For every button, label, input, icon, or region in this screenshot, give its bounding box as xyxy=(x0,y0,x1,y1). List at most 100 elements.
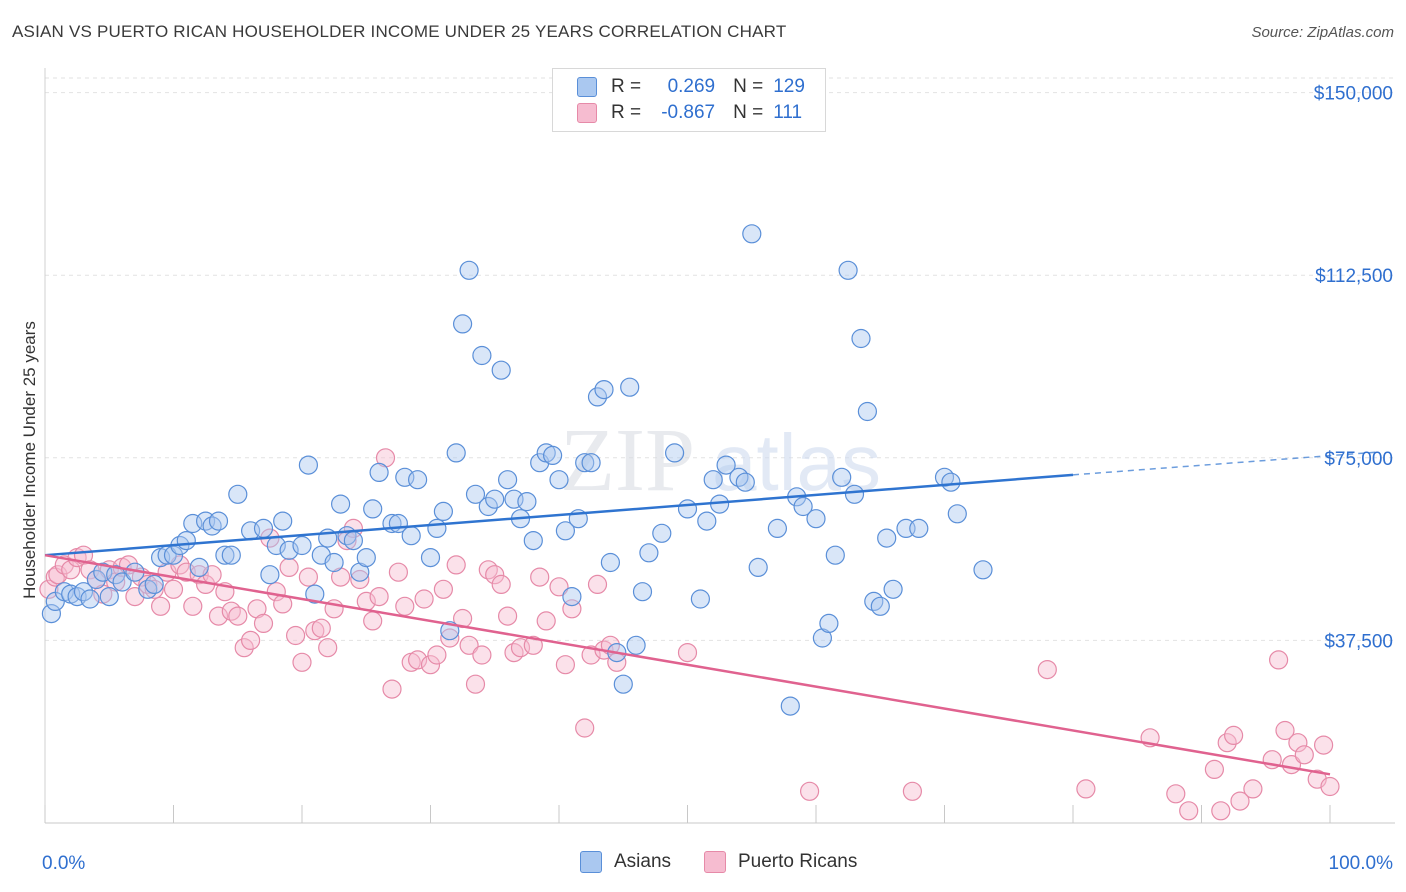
asian-point xyxy=(639,543,659,563)
puerto-rican-point xyxy=(1243,779,1263,799)
asian-point xyxy=(947,504,967,524)
y-tick-label: $75,000 xyxy=(1324,449,1393,470)
puerto-rican-point xyxy=(144,579,164,599)
r-label: R = xyxy=(611,102,642,123)
puerto-rican-point xyxy=(1223,725,1244,746)
asian-point xyxy=(870,596,890,616)
n-label: N = xyxy=(733,76,764,97)
legend-item-asians[interactable]: Asians xyxy=(580,851,671,873)
asian-point xyxy=(703,470,723,490)
puerto-ricans-legend-swatch xyxy=(704,851,726,873)
puerto-rican-point xyxy=(1294,745,1314,765)
asians-swatch xyxy=(577,77,597,97)
puerto-rican-point xyxy=(228,606,248,626)
puerto-rican-point xyxy=(498,606,518,626)
asian-point xyxy=(838,260,858,280)
asian-point xyxy=(883,579,903,599)
asian-point xyxy=(664,443,685,463)
puerto-rican-point xyxy=(151,596,171,616)
asian-point xyxy=(819,613,839,634)
asian-point xyxy=(941,472,961,492)
r-value: 0.269 xyxy=(667,76,716,97)
puerto-rican-point xyxy=(253,613,274,634)
puerto-rican-point xyxy=(587,574,608,595)
asian-point xyxy=(626,635,646,655)
puerto-rican-point xyxy=(459,635,479,655)
puerto-rican-point xyxy=(39,579,59,599)
puerto-rican-point xyxy=(504,642,524,663)
puerto-rican-point xyxy=(523,635,543,655)
legend-item-puerto-ricans[interactable]: Puerto Ricans xyxy=(704,851,857,873)
puerto-rican-point xyxy=(298,567,318,587)
x-tick-label-max: 100.0% xyxy=(1329,853,1394,874)
asian-point xyxy=(632,582,653,602)
asian-point xyxy=(735,472,755,492)
asian-point xyxy=(613,674,633,694)
asian-point xyxy=(324,552,344,573)
asian-point xyxy=(215,545,235,565)
asian-point xyxy=(498,470,518,490)
puerto-rican-point xyxy=(549,577,569,597)
axes xyxy=(44,68,1395,824)
puerto-rican-point xyxy=(170,555,190,575)
correlation-legend: R = 0.269 N = 129 R = -0.867 N = 111 xyxy=(552,68,826,132)
asian-point xyxy=(864,591,884,612)
asian-point xyxy=(305,584,325,604)
puerto-rican-point xyxy=(440,628,460,648)
puerto-rican-point xyxy=(414,589,434,609)
asian-point xyxy=(73,582,94,602)
y-tick-label: $37,500 xyxy=(1324,631,1393,652)
puerto-rican-point xyxy=(221,601,241,621)
puerto-rican-point xyxy=(1230,791,1250,811)
asian-point xyxy=(562,586,582,607)
asian-point xyxy=(575,453,595,473)
asian-point xyxy=(106,565,126,585)
asian-point xyxy=(517,492,537,512)
asian-point xyxy=(144,574,164,595)
asian-point xyxy=(716,455,736,475)
puerto-rican-point xyxy=(465,674,486,694)
puerto-rican-point xyxy=(555,655,576,675)
asian-point xyxy=(825,545,845,565)
puerto-rican-point xyxy=(1166,784,1186,804)
chart-title: ASIAN VS PUERTO RICAN HOUSEHOLDER INCOME… xyxy=(12,22,787,41)
puerto-rican-point xyxy=(279,557,299,578)
n-value: 129 xyxy=(773,76,805,97)
asian-point xyxy=(273,511,293,531)
asian-point xyxy=(780,696,800,716)
asian-point xyxy=(80,589,100,609)
puerto-rican-point xyxy=(1320,776,1340,797)
asian-point xyxy=(260,565,280,585)
puerto-rican-point xyxy=(472,645,492,665)
puerto-rican-point xyxy=(446,555,466,575)
asian-trend-line xyxy=(44,473,1074,557)
puerto-rican-point xyxy=(382,679,402,699)
puerto-rican-point xyxy=(427,645,447,665)
asian-point xyxy=(877,528,897,548)
asian-point xyxy=(459,260,479,280)
n-label: N = xyxy=(733,102,764,123)
puerto-rican-point xyxy=(183,596,203,616)
series-legend: Asians Puerto Ricans xyxy=(0,851,1406,877)
puerto-rican-point xyxy=(318,638,338,658)
source-credit: Source: ZipAtlas.com xyxy=(1251,24,1394,41)
asian-point xyxy=(857,401,878,422)
asian-point xyxy=(420,547,441,568)
asians-legend-label: Asians xyxy=(614,851,672,872)
n-value: 111 xyxy=(773,102,803,123)
asian-point xyxy=(748,557,768,578)
asian-point xyxy=(690,589,711,609)
asian-point xyxy=(806,509,826,529)
tick-labels: $37,500 $75,000 $112,500 $150,000 0.0% 100.0% xyxy=(42,84,1393,874)
asian-point xyxy=(408,470,428,490)
asian-point xyxy=(401,526,421,546)
asian-point xyxy=(221,545,241,565)
y-tick-label: $150,000 xyxy=(1314,84,1393,105)
puerto-rican-point xyxy=(1217,733,1237,753)
asian-point xyxy=(851,328,871,349)
legend-row-asians: R = 0.269 N = 129 xyxy=(577,74,809,100)
asian-point xyxy=(742,224,762,244)
puerto-rican-point xyxy=(48,565,68,585)
asian-point xyxy=(189,557,209,578)
asian-point xyxy=(620,377,640,397)
